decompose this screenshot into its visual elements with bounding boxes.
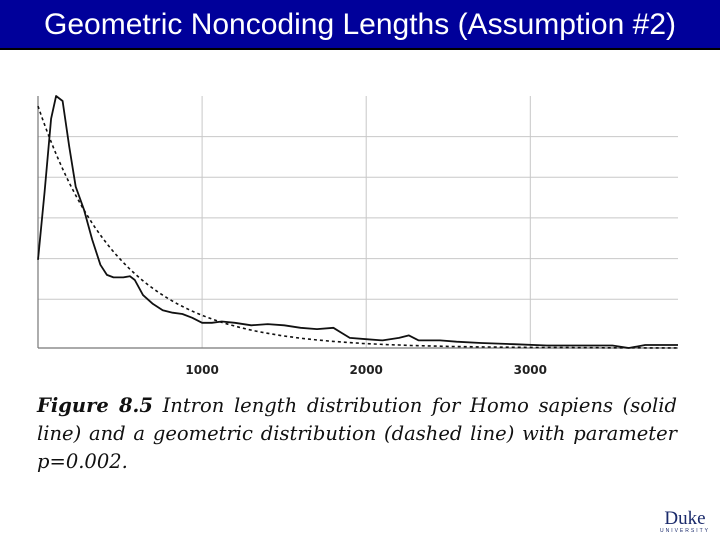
duke-logo: Duke UNIVERSITY bbox=[658, 508, 712, 535]
logo-word: Duke bbox=[664, 508, 706, 529]
intron-length-chart: 1000 2000 3000 bbox=[37, 95, 678, 377]
caption-text: Intron length distribution for Homo sapi… bbox=[37, 394, 677, 473]
x-tick-label: 3000 bbox=[514, 363, 547, 377]
x-tick-label: 2000 bbox=[350, 363, 383, 377]
title-bar: Geometric Noncoding Lengths (Assumption … bbox=[0, 0, 720, 50]
figure-caption: Figure 8.5 Intron length distribution fo… bbox=[37, 392, 677, 476]
logo-subtitle: UNIVERSITY bbox=[659, 528, 710, 534]
homo-sapiens-series-line bbox=[37, 95, 678, 349]
geometric-series-line bbox=[37, 105, 678, 349]
figure-label: Figure 8.5 bbox=[37, 394, 153, 417]
slide-title: Geometric Noncoding Lengths (Assumption … bbox=[44, 8, 676, 41]
x-tick-label: 1000 bbox=[185, 363, 218, 377]
